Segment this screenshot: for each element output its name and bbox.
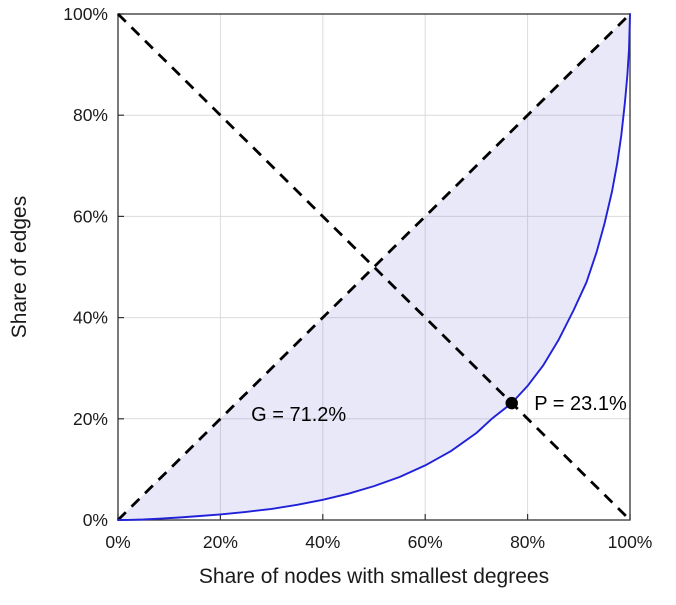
x-tick-label: 20% [203,532,238,552]
y-tick-label: 60% [73,206,108,226]
y-axis-label: Share of edges [8,196,31,338]
x-tick-label: 0% [105,532,130,552]
p-point-marker [505,396,518,410]
axes-box [117,13,631,521]
y-tick-label: 100% [63,4,108,24]
y-tick-label: 20% [73,409,108,429]
lorenz-curve-line [117,13,631,521]
y-tick-label: 80% [73,105,108,125]
y-tick-label: 0% [83,510,108,530]
x-tick-label: 80% [510,532,545,552]
x-tick-label: 40% [305,532,340,552]
x-tick-label: 100% [608,532,653,552]
anti-diagonal-line [117,13,631,521]
equality-diagonal-line [117,13,631,521]
x-tick-label: 60% [408,532,443,552]
x-axis-label: Share of nodes with smallest degrees [199,565,549,588]
gini-annotation: G = 71.2% [251,404,346,426]
p-annotation: P = 23.1% [534,393,627,415]
y-tick-label: 40% [73,308,108,328]
